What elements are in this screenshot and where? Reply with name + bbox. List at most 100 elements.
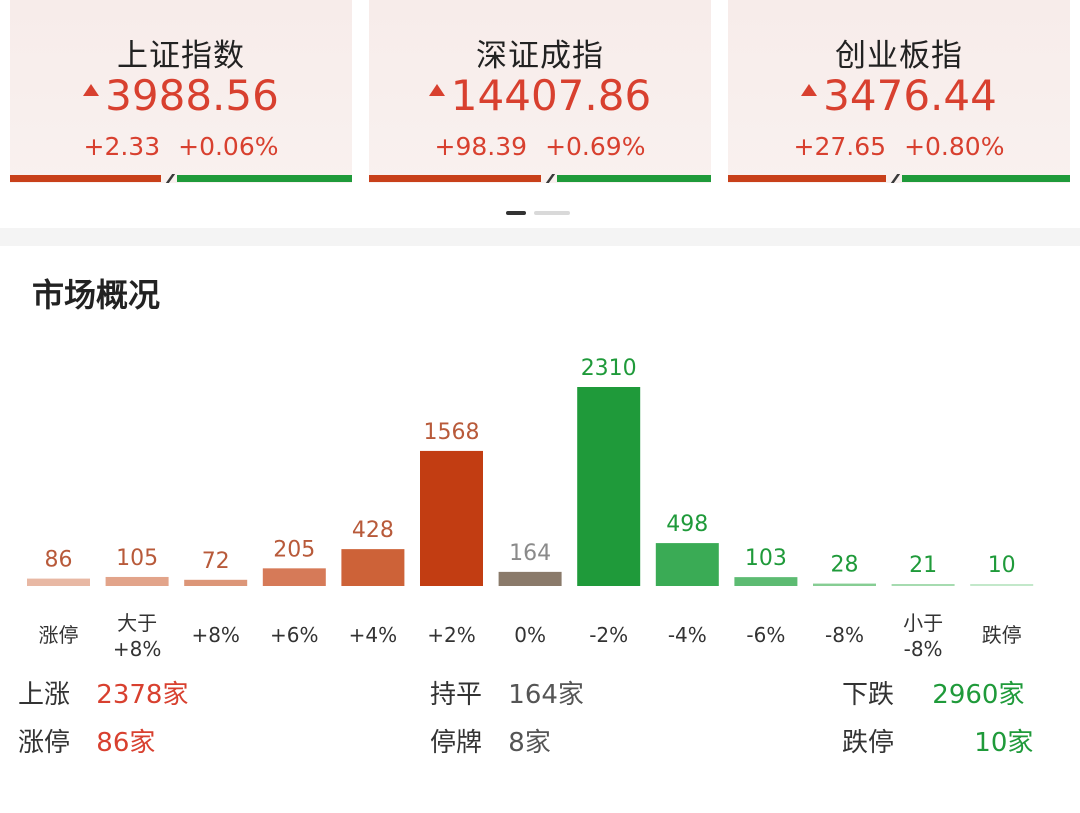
category-label: +4% — [349, 623, 398, 647]
bar-4 — [341, 549, 405, 586]
up-down-ratio-bar — [10, 174, 352, 183]
category-label: +2% — [427, 623, 476, 647]
bar-6 — [498, 571, 562, 586]
summary-limit-up: 涨停 86家 — [18, 722, 155, 759]
category-label: +8% — [113, 637, 162, 661]
category-label: 跌停 — [982, 623, 1022, 647]
bar-value-label: 86 — [45, 548, 73, 573]
bar-12 — [970, 584, 1034, 586]
rise-fall-distribution-chart: 86涨停105大于+8%72+8%205+6%428+4%1568+2%1640… — [27, 356, 1034, 661]
index-price-row: 3476.44 — [728, 72, 1070, 120]
bar-1 — [105, 576, 169, 586]
bar-0 — [27, 578, 90, 586]
bar-value-label: 21 — [909, 553, 937, 578]
summary-limit-up-label: 涨停 — [18, 728, 71, 758]
up-arrow-icon — [428, 84, 445, 96]
up-down-ratio-bar — [369, 174, 711, 183]
bar-value-label: 1568 — [424, 420, 480, 445]
up-arrow-icon — [83, 84, 100, 96]
index-price: 14407.86 — [450, 71, 652, 120]
bar-10 — [813, 583, 876, 586]
category-label: 0% — [514, 623, 546, 647]
ratio-divider — [165, 174, 176, 183]
up-ratio-segment — [10, 175, 161, 182]
bar-value-label: 2310 — [581, 356, 637, 381]
ratio-divider — [890, 174, 901, 183]
bar-value-label: 103 — [745, 546, 787, 571]
index-cards-panel: 上证指数 3988.56 +2.33 +0.06% 深证成指 14407.86 +… — [0, 0, 1080, 228]
summary-halt-value: 8家 — [508, 728, 551, 758]
index-change-pct: +0.06% — [178, 132, 279, 161]
index-change-row: +27.65 +0.80% — [728, 132, 1070, 161]
up-ratio-segment — [369, 175, 541, 182]
summary-down-value: 2960家 — [932, 680, 1025, 710]
index-change-pct: +0.80% — [904, 132, 1005, 161]
summary-up-label: 上涨 — [18, 680, 71, 710]
bar-5 — [420, 450, 483, 586]
summary-limit-down: 跌停 10家 — [842, 722, 1033, 759]
bar-2 — [184, 579, 248, 586]
index-card-shanghai[interactable]: 上证指数 3988.56 +2.33 +0.06% — [10, 0, 352, 183]
section-divider — [0, 228, 1080, 246]
pager-dot[interactable] — [534, 211, 570, 215]
bar-11 — [891, 584, 955, 586]
index-change: +98.39 — [434, 132, 528, 161]
down-ratio-segment — [557, 175, 711, 182]
section-title: 市场概况 — [32, 276, 161, 314]
index-price: 3988.56 — [105, 71, 279, 120]
summary-halt: 停牌 8家 — [430, 722, 551, 759]
pager-dot-active[interactable] — [506, 211, 526, 215]
category-label: -6% — [746, 623, 785, 647]
bar-9 — [734, 577, 798, 586]
up-ratio-segment — [728, 175, 886, 182]
bar-3 — [262, 568, 326, 586]
category-label: 小于 — [903, 611, 943, 635]
index-price-row: 3988.56 — [10, 72, 352, 120]
summary-flat-value: 164家 — [508, 680, 584, 710]
bar-value-label: 72 — [202, 549, 230, 574]
index-name: 上证指数 — [117, 38, 245, 74]
index-change: +27.65 — [793, 132, 887, 161]
summary-up-value: 2378家 — [96, 680, 189, 710]
bar-value-label: 498 — [666, 512, 708, 537]
index-price-row: 14407.86 — [369, 72, 711, 120]
down-ratio-segment — [902, 175, 1070, 182]
bar-value-label: 28 — [831, 553, 859, 578]
summary-limit-down-label: 跌停 — [842, 728, 895, 758]
up-arrow-icon — [801, 84, 818, 96]
category-label: -2% — [589, 623, 628, 647]
index-price: 3476.44 — [823, 71, 997, 120]
category-label: 大于 — [117, 611, 157, 635]
category-label: -8% — [904, 637, 943, 661]
ratio-divider — [545, 174, 556, 183]
summary-down-label: 下跌 — [842, 680, 895, 710]
category-label: -4% — [668, 623, 707, 647]
index-card-shenzhen[interactable]: 深证成指 14407.86 +98.39 +0.69% — [369, 0, 711, 183]
bar-value-label: 428 — [352, 518, 394, 543]
index-change-row: +98.39 +0.69% — [369, 132, 711, 161]
up-down-ratio-bar — [728, 174, 1070, 183]
category-label: +6% — [270, 623, 319, 647]
bar-8 — [655, 543, 719, 586]
category-label: 涨停 — [39, 623, 79, 647]
summary-halt-label: 停牌 — [430, 728, 483, 758]
index-name: 深证成指 — [476, 38, 604, 74]
bar-7 — [577, 387, 641, 586]
category-label: +8% — [191, 623, 240, 647]
bar-value-label: 205 — [273, 537, 315, 562]
summary-flat-label: 持平 — [430, 680, 483, 710]
bar-value-label: 105 — [116, 546, 158, 571]
summary-limit-up-value: 86家 — [96, 728, 156, 758]
index-change: +2.33 — [83, 132, 161, 161]
bar-value-label: 164 — [509, 541, 551, 566]
summary-flat: 持平 164家 — [430, 674, 584, 711]
index-name: 创业板指 — [835, 38, 963, 74]
summary-limit-down-value: 10家 — [974, 728, 1034, 758]
summary-up: 上涨 2378家 — [18, 674, 188, 711]
category-label: -8% — [825, 623, 864, 647]
summary-down: 下跌 2960家 — [842, 674, 1024, 711]
index-change-pct: +0.69% — [545, 132, 646, 161]
down-ratio-segment — [177, 175, 352, 182]
index-card-chinext[interactable]: 创业板指 3476.44 +27.65 +0.80% — [728, 0, 1070, 183]
bar-value-label: 10 — [988, 553, 1016, 578]
